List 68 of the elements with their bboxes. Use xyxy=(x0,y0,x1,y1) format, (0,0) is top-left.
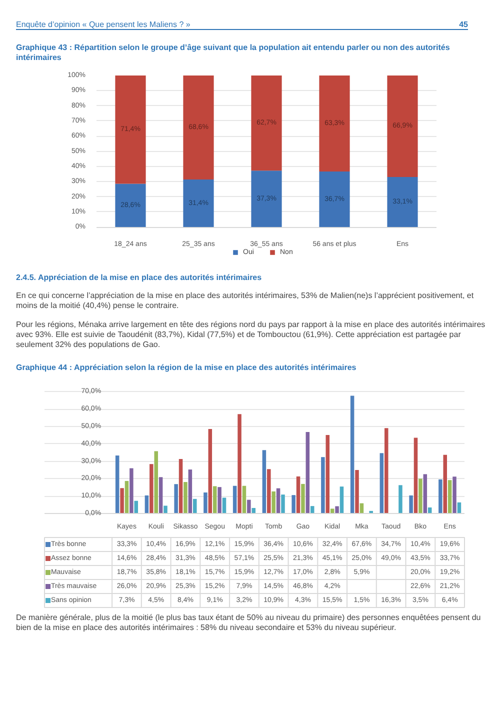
bar xyxy=(355,470,359,514)
bar xyxy=(409,495,413,514)
bar xyxy=(193,498,197,514)
bar xyxy=(115,455,120,514)
bar xyxy=(384,428,388,514)
bar xyxy=(418,478,422,514)
bar xyxy=(319,172,350,228)
text: 45 xyxy=(459,18,468,30)
chart-title: Graphique 43 : Répartition selon le groupe d’âge suivant que la population ait entendu parler ou non des autorités intérimaires xyxy=(16,43,451,64)
text: Pour les régions, Ménaka arrive largement en tête des régions nord du pays par rapport à la mise en place des autorités intérimaires avec 93%. Elle est suivie de Taoudénit (83,7%), Kidal (77,5%) et de Tombouctou (61,9%). Cette appréciation est partagée par seulement 32% des populations de Gao. xyxy=(16,320,486,350)
bar xyxy=(262,450,266,514)
bar xyxy=(115,184,146,228)
chart-title: Graphique 44 : Appréciation selon la région de la mise en place des autorités intérimaires xyxy=(16,362,356,373)
bar xyxy=(251,76,282,171)
bar xyxy=(124,480,129,514)
bar xyxy=(232,486,237,514)
bar xyxy=(164,506,168,514)
bar xyxy=(326,434,330,514)
bar xyxy=(340,486,344,514)
bar xyxy=(183,180,214,228)
bar xyxy=(158,476,163,514)
bar xyxy=(438,479,442,514)
bar xyxy=(452,476,456,514)
bar xyxy=(208,428,212,514)
bar xyxy=(281,494,285,514)
bar xyxy=(292,494,296,514)
bar xyxy=(174,484,178,514)
bar xyxy=(115,76,146,184)
bar xyxy=(252,508,256,514)
bar xyxy=(130,468,134,514)
bar xyxy=(212,486,217,514)
bar xyxy=(238,414,242,514)
text: 2.4.5. Appréciation de la mise en place des autorités intérimaires xyxy=(16,273,262,284)
bar xyxy=(387,76,418,178)
bar xyxy=(414,438,418,514)
bar xyxy=(423,474,428,514)
bar xyxy=(183,76,214,180)
bar xyxy=(251,170,282,228)
bar xyxy=(387,177,418,228)
bar xyxy=(154,451,158,514)
text: Enquête d’opinion « Que pensent les Maliens ? » xyxy=(16,18,190,30)
bar xyxy=(218,486,222,514)
bar xyxy=(398,484,402,514)
bar xyxy=(296,476,300,514)
bar xyxy=(120,488,124,514)
bar xyxy=(301,484,305,514)
bar xyxy=(380,452,384,514)
bar xyxy=(178,458,183,514)
bar xyxy=(276,488,280,514)
bar xyxy=(222,498,226,514)
bar xyxy=(184,482,188,514)
bar xyxy=(204,492,208,514)
text: En ce qui concerne l’appréciation de la mise en place des autorités intérimaires, 53% de Malien(ne)s l’apprécient positivement, et moins de la moitié (40,4%) pense le contraire. xyxy=(16,291,475,312)
bar xyxy=(247,500,251,514)
bar xyxy=(319,76,350,172)
bar xyxy=(144,495,149,514)
bar xyxy=(242,486,246,514)
bar xyxy=(350,396,354,514)
text: De manière générale, plus de la moitié (le plus bas taux étant de 50% au niveau du primaire) des personnes enquêtées pensent du bien de la mise en place des autorités intérimaires : 58% du niveau secondaire et 53% du niveau supérieur. xyxy=(16,612,482,633)
bar xyxy=(448,480,452,514)
bar xyxy=(267,468,271,514)
bar xyxy=(188,469,192,514)
bar xyxy=(150,464,154,514)
bar xyxy=(321,456,325,514)
bar xyxy=(443,454,447,514)
bar xyxy=(335,506,339,514)
bar xyxy=(272,491,276,514)
bar xyxy=(306,432,310,514)
